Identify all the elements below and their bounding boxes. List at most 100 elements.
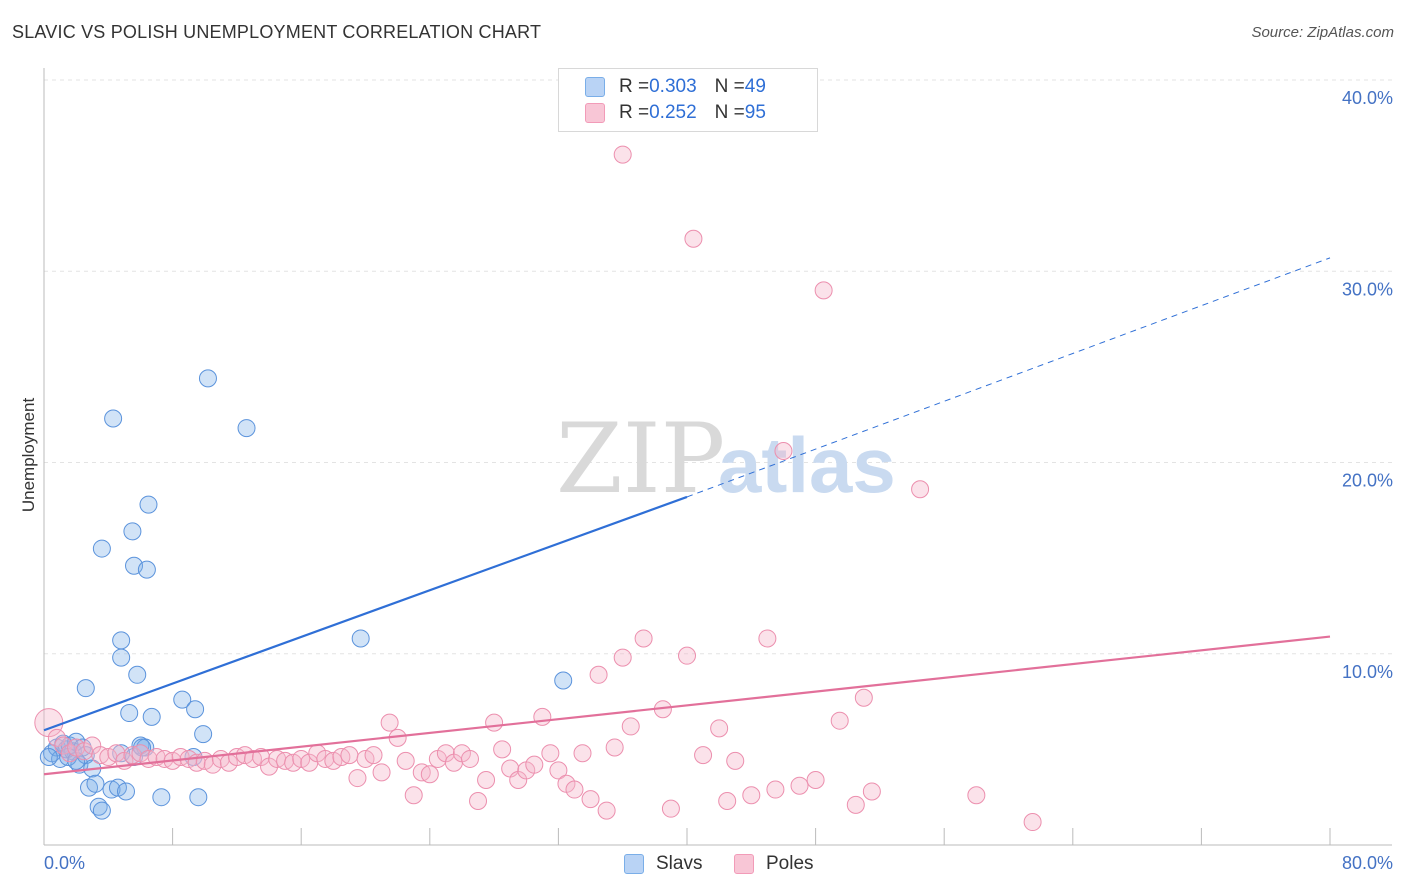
data-point-slavs bbox=[92, 539, 111, 558]
legend-row-slavs: R = 0.303 N = 49 bbox=[585, 75, 766, 99]
data-point-poles bbox=[1023, 813, 1042, 832]
data-point-poles bbox=[380, 713, 399, 732]
data-point-poles bbox=[911, 480, 930, 499]
x-tick-label: 0.0% bbox=[44, 853, 85, 873]
data-point-slavs bbox=[116, 782, 135, 801]
watermark: ZIP atlas bbox=[556, 403, 896, 515]
data-point-poles bbox=[493, 740, 512, 759]
data-point-poles bbox=[460, 749, 479, 768]
trend-line-extension-slavs bbox=[686, 257, 1331, 498]
data-point-slavs bbox=[123, 522, 142, 541]
data-point-slavs bbox=[152, 788, 171, 807]
data-point-slavs bbox=[186, 700, 205, 719]
data-point-poles bbox=[726, 751, 745, 770]
axes bbox=[43, 68, 1392, 846]
data-point-slavs bbox=[112, 648, 131, 667]
data-point-poles bbox=[372, 763, 391, 782]
legend-n-value: 49 bbox=[744, 76, 766, 97]
bottom-legend-swatch-slavs bbox=[624, 854, 644, 874]
data-point-poles bbox=[533, 707, 552, 726]
data-point-poles bbox=[340, 746, 359, 765]
legend-swatch-slavs bbox=[585, 77, 605, 97]
y-axis-label: Unemployment bbox=[19, 398, 38, 513]
data-point-poles bbox=[565, 780, 584, 799]
data-point-slavs bbox=[102, 780, 121, 799]
data-point-slavs bbox=[137, 560, 156, 579]
legend-r-label: R = bbox=[619, 76, 650, 97]
bottom-legend-label-poles: Poles bbox=[766, 853, 814, 874]
tick-labels: 10.0% 20.0% 30.0% 40.0% 0.0% 80.0% bbox=[44, 88, 1393, 873]
data-point-poles bbox=[525, 755, 544, 774]
data-point-slavs bbox=[76, 679, 95, 698]
data-point-poles bbox=[469, 792, 488, 811]
correlation-legend: R = 0.303 N = 49 R = 0.252 N = 95 bbox=[558, 68, 818, 132]
x-tick-label: 80.0% bbox=[1342, 853, 1393, 873]
legend-row-poles: R = 0.252 N = 95 bbox=[585, 101, 766, 125]
data-point-poles bbox=[589, 665, 608, 684]
data-point-poles bbox=[846, 795, 865, 814]
data-point-slavs bbox=[120, 704, 139, 723]
data-points bbox=[34, 145, 1042, 832]
watermark-zip: ZIP bbox=[556, 403, 725, 515]
data-point-poles bbox=[678, 646, 696, 665]
data-point-slavs bbox=[194, 725, 213, 744]
trend-line-slavs bbox=[43, 495, 688, 732]
legend-swatch-poles bbox=[585, 103, 605, 123]
bottom-legend-poles: Poles bbox=[734, 852, 814, 876]
bottom-legend-slavs: Slavs bbox=[624, 852, 702, 876]
gridlines bbox=[44, 79, 1392, 655]
data-point-poles bbox=[477, 770, 496, 789]
data-point-slavs bbox=[112, 631, 131, 650]
data-point-poles bbox=[684, 229, 703, 248]
legend-r-value: 0.303 bbox=[649, 76, 697, 97]
data-point-poles bbox=[806, 770, 825, 789]
data-point-poles bbox=[854, 688, 873, 707]
data-point-poles bbox=[396, 751, 415, 770]
data-point-poles bbox=[597, 801, 616, 820]
data-point-poles bbox=[573, 744, 592, 763]
bottom-legend-label-slavs: Slavs bbox=[656, 853, 703, 874]
y-tick-label: 20.0% bbox=[1342, 471, 1393, 491]
bottom-legend-swatch-poles bbox=[734, 854, 754, 874]
data-point-poles bbox=[621, 717, 640, 736]
data-point-poles bbox=[404, 786, 423, 805]
data-point-poles bbox=[814, 281, 833, 300]
source-credit: Source: ZipAtlas.com bbox=[1251, 24, 1394, 41]
data-point-poles bbox=[485, 713, 504, 732]
data-point-poles bbox=[541, 744, 560, 763]
data-point-poles bbox=[830, 711, 849, 730]
data-point-slavs bbox=[554, 671, 573, 690]
data-point-poles bbox=[613, 648, 632, 667]
data-point-poles bbox=[710, 719, 729, 738]
data-point-poles bbox=[634, 629, 653, 648]
data-point-slavs bbox=[198, 369, 217, 388]
data-point-slavs bbox=[92, 801, 111, 820]
chart-title: SLAVIC VS POLISH UNEMPLOYMENT CORRELATIO… bbox=[12, 22, 542, 42]
data-point-slavs bbox=[173, 690, 192, 709]
data-point-poles bbox=[766, 780, 785, 799]
data-point-poles bbox=[47, 728, 66, 747]
data-point-poles bbox=[967, 786, 986, 805]
legend-r-label: R = bbox=[619, 102, 650, 123]
data-point-poles bbox=[758, 629, 777, 648]
data-point-slavs bbox=[142, 707, 161, 726]
data-point-slavs bbox=[139, 495, 158, 514]
data-point-poles bbox=[718, 792, 737, 811]
legend-n-label: N = bbox=[714, 102, 745, 123]
data-point-poles bbox=[348, 769, 367, 788]
data-point-poles bbox=[694, 746, 713, 765]
data-point-poles bbox=[790, 776, 809, 795]
y-tick-label: 40.0% bbox=[1342, 88, 1393, 108]
data-point-poles bbox=[862, 782, 881, 801]
data-point-poles bbox=[420, 765, 439, 784]
data-point-slavs bbox=[104, 409, 123, 428]
data-point-poles bbox=[605, 738, 624, 757]
data-point-slavs bbox=[351, 629, 370, 648]
trend-lines bbox=[43, 257, 1331, 776]
y-tick-label: 30.0% bbox=[1342, 279, 1393, 299]
legend-n-value: 95 bbox=[744, 102, 766, 123]
legend-n-label: N = bbox=[714, 76, 745, 97]
data-point-poles bbox=[742, 786, 761, 805]
legend-r-value: 0.252 bbox=[649, 102, 697, 123]
